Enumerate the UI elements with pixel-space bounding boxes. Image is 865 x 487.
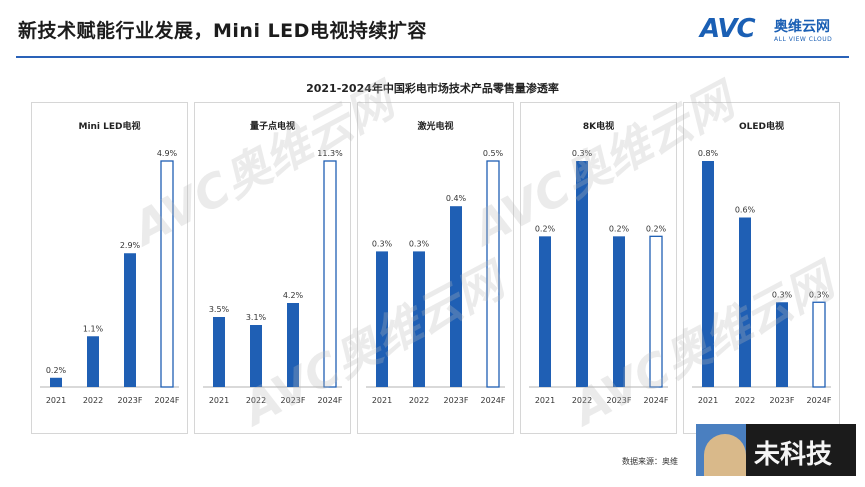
- x-tick-label: 2024F: [481, 396, 506, 405]
- chart-panel-laser: 激光电视 0.3% 2021 0.3% 2022 0.4% 2023F 0.5% 2024F: [357, 102, 514, 434]
- data-label: 0.2%: [46, 366, 67, 375]
- bar-2021: [376, 251, 388, 387]
- x-tick-label: 2022: [735, 396, 755, 405]
- x-tick-label: 2023F: [607, 396, 632, 405]
- data-label: 0.2%: [609, 224, 630, 233]
- bar-2023f: [776, 302, 788, 387]
- x-tick-label: 2021: [46, 396, 66, 405]
- data-label: 0.3%: [572, 149, 593, 158]
- bar-2022: [87, 336, 99, 387]
- chart-title: 2021-2024年中国彩电市场技术产品零售量渗透率: [306, 82, 559, 95]
- bar-2022: [576, 161, 588, 387]
- chart-panel-oled: OLED电视 0.8% 2021 0.6% 2022 0.3% 2023F 0.3% 2024…: [683, 102, 840, 434]
- x-tick-label: 2024F: [807, 396, 832, 405]
- x-tick-label: 2024F: [644, 396, 669, 405]
- x-tick-label: 2021: [209, 396, 229, 405]
- bar-2022: [250, 325, 262, 387]
- data-label: 0.8%: [698, 149, 719, 158]
- panel-svg: 0.3% 2021 0.3% 2022 0.4% 2023F 0.5% 2024F: [366, 149, 506, 405]
- chart-panel-8k: 8K电视 0.2% 2021 0.3% 2022 0.2% 2023F 0.2% 2024F: [520, 102, 677, 434]
- data-label: 3.5%: [209, 305, 230, 314]
- bar-2023f: [613, 236, 625, 387]
- chart-panel-mini-led: Mini LED电视 0.2% 2021 1.1% 2022 2.9% 2023F 4.9%…: [31, 102, 188, 434]
- avc-logo: AVC 奥维云网 ALL VIEW CLOUD: [700, 14, 850, 54]
- data-label: 0.6%: [735, 206, 756, 215]
- panel-title: 激光电视: [417, 122, 454, 132]
- panel-svg: 0.8% 2021 0.6% 2022 0.3% 2023F 0.3% 2024F: [692, 149, 832, 405]
- bar-2023f: [450, 206, 462, 387]
- data-label: 0.2%: [535, 224, 556, 233]
- bar-2021: [702, 161, 714, 387]
- bar-2024f: [323, 160, 337, 388]
- data-label: 0.3%: [772, 290, 793, 299]
- bar-2021: [213, 317, 225, 387]
- data-label: 0.3%: [372, 239, 393, 248]
- x-tick-label: 2021: [535, 396, 555, 405]
- x-tick-label: 2022: [572, 396, 592, 405]
- data-label: 1.1%: [83, 324, 104, 333]
- x-tick-label: 2024F: [318, 396, 343, 405]
- x-tick-label: 2021: [698, 396, 718, 405]
- data-label: 4.9%: [157, 149, 178, 158]
- data-label: 4.2%: [283, 291, 304, 300]
- x-tick-label: 2023F: [444, 396, 469, 405]
- x-tick-label: 2023F: [118, 396, 143, 405]
- bar-2021: [539, 236, 551, 387]
- data-label: 0.3%: [409, 239, 430, 248]
- chart-panel-quantum-dot: 量子点电视 3.5% 2021 3.1% 2022 4.2% 2023F 11.3% 2024…: [194, 102, 351, 434]
- bar-2022: [413, 251, 425, 387]
- bar-2023f: [287, 303, 299, 387]
- bar-2024f: [486, 160, 500, 388]
- logo-mark: AVC: [700, 14, 756, 44]
- page-title: 新技术赋能行业发展，Mini LED电视持续扩容: [18, 20, 427, 42]
- x-tick-label: 2024F: [155, 396, 180, 405]
- bar-2024f: [649, 235, 663, 388]
- x-tick-label: 2023F: [281, 396, 306, 405]
- data-label: 0.2%: [646, 224, 667, 233]
- data-label: 0.5%: [483, 149, 504, 158]
- panel-title: OLED电视: [738, 122, 784, 132]
- bar-2024f: [160, 160, 174, 388]
- bar-2023f: [124, 253, 136, 387]
- data-label: 3.1%: [246, 313, 267, 322]
- overlay-text: 未科技: [754, 440, 833, 470]
- panel-svg: 3.5% 2021 3.1% 2022 4.2% 2023F 11.3% 2024F: [203, 149, 343, 405]
- bar-2021: [50, 377, 62, 387]
- corner-overlay-image: 未科技: [696, 424, 856, 476]
- bar-2022: [739, 217, 751, 387]
- logo-en-text: ALL VIEW CLOUD: [774, 36, 833, 43]
- data-label: 2.9%: [120, 241, 141, 250]
- panel-svg: 0.2% 2021 0.3% 2022 0.2% 2023F 0.2% 2024F: [529, 149, 669, 405]
- bar-2024f: [812, 301, 826, 388]
- panel-title: 8K电视: [582, 122, 615, 132]
- data-label: 11.3%: [317, 149, 343, 158]
- logo-cn-text: 奥维云网: [774, 19, 830, 35]
- data-source-note: 数据来源：奥维: [622, 457, 678, 466]
- data-label: 0.3%: [809, 290, 830, 299]
- overlay-figure: [704, 434, 746, 476]
- header-divider: [16, 56, 849, 58]
- x-tick-label: 2022: [83, 396, 103, 405]
- panel-title: Mini LED电视: [78, 122, 141, 132]
- x-tick-label: 2022: [409, 396, 429, 405]
- x-tick-label: 2022: [246, 396, 266, 405]
- x-tick-label: 2023F: [770, 396, 795, 405]
- panel-svg: 0.2% 2021 1.1% 2022 2.9% 2023F 4.9% 2024F: [40, 149, 180, 405]
- data-label: 0.4%: [446, 194, 467, 203]
- overlay-dark-block: [746, 424, 856, 476]
- x-tick-label: 2021: [372, 396, 392, 405]
- panel-title: 量子点电视: [249, 122, 295, 132]
